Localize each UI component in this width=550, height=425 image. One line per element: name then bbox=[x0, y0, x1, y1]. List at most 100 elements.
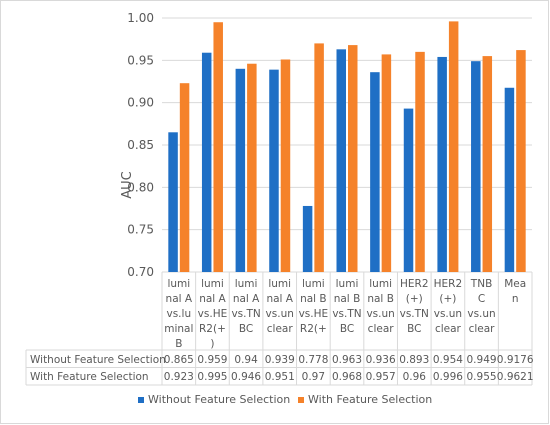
table-value: 0.94 bbox=[234, 354, 258, 366]
y-tick-label: 0.70 bbox=[127, 265, 154, 279]
x-category-label: BC bbox=[340, 323, 354, 335]
table-value: 0.955 bbox=[467, 371, 497, 383]
bar-with-feature-selection bbox=[280, 59, 291, 273]
x-category-label: nal A bbox=[166, 293, 193, 305]
table-value: 0.957 bbox=[366, 371, 396, 383]
x-category-label: minal bbox=[164, 323, 193, 335]
y-tick-label: 1.00 bbox=[127, 11, 154, 25]
bar-without-feature-selection bbox=[201, 52, 212, 272]
bar-without-feature-selection bbox=[269, 69, 279, 272]
y-tick-label: 0.75 bbox=[127, 223, 154, 237]
x-category-label: nal B bbox=[367, 293, 394, 305]
x-category-label: B bbox=[175, 338, 182, 350]
x-category-label: Mea bbox=[504, 278, 526, 290]
table-value: 0.954 bbox=[433, 354, 463, 366]
table-value: 0.936 bbox=[366, 354, 396, 366]
x-category-label: nal B bbox=[300, 293, 327, 305]
x-category-label: vs.un bbox=[266, 308, 294, 320]
legend-swatch bbox=[298, 397, 304, 403]
bar-with-feature-selection bbox=[247, 63, 257, 272]
x-category-label: nal A bbox=[266, 293, 293, 305]
bar-with-feature-selection bbox=[213, 22, 223, 272]
table-value: 0.778 bbox=[298, 354, 328, 366]
x-category-label: vs.lu bbox=[167, 308, 192, 320]
x-category-label: nal A bbox=[199, 293, 226, 305]
x-category-label: lumi bbox=[336, 278, 359, 290]
bar-without-feature-selection bbox=[302, 205, 313, 272]
x-category-label: BC bbox=[407, 323, 421, 335]
x-category-label: HER2 bbox=[434, 278, 463, 290]
x-category-label: vs.TN bbox=[332, 308, 361, 320]
table-value: 0.951 bbox=[265, 371, 295, 383]
x-category-label: (+) bbox=[406, 293, 423, 305]
table-value: 0.963 bbox=[332, 354, 362, 366]
table-value: 0.9176 bbox=[497, 354, 534, 366]
table-value: 0.995 bbox=[197, 371, 227, 383]
x-category-label: n bbox=[512, 293, 519, 305]
table-value: 0.923 bbox=[164, 371, 194, 383]
bar-without-feature-selection bbox=[336, 49, 346, 273]
table-row-label: Without Feature Selection bbox=[30, 354, 166, 366]
x-category-label: nal A bbox=[233, 293, 260, 305]
table-value: 0.996 bbox=[433, 371, 463, 383]
x-category-label: vs.HE bbox=[299, 308, 329, 320]
x-category-label: vs.TN bbox=[231, 308, 260, 320]
x-category-label: vs.un bbox=[467, 308, 495, 320]
x-category-label: BC bbox=[239, 323, 253, 335]
table-row-label: With Feature Selection bbox=[30, 371, 149, 383]
table-value: 0.959 bbox=[197, 354, 227, 366]
bar-without-feature-selection bbox=[471, 61, 481, 273]
table-value: 0.939 bbox=[265, 354, 295, 366]
x-category-label: TNB bbox=[470, 278, 492, 290]
x-category-label: clear bbox=[267, 323, 294, 335]
y-tick-label: 0.95 bbox=[127, 53, 154, 67]
x-category-label: vs.un bbox=[434, 308, 462, 320]
table-value: 0.96 bbox=[403, 371, 427, 383]
x-category-label: (+) bbox=[439, 293, 456, 305]
table-value: 0.968 bbox=[332, 371, 362, 383]
y-tick-label: 0.80 bbox=[127, 180, 154, 194]
x-category-label: C bbox=[478, 293, 485, 305]
x-category-label: lumi bbox=[201, 278, 224, 290]
legend-label: Without Feature Selection bbox=[148, 393, 290, 406]
x-category-label: clear bbox=[368, 323, 395, 335]
x-category-label: nal B bbox=[334, 293, 361, 305]
legend-swatch bbox=[138, 397, 144, 403]
x-category-label: lumi bbox=[268, 278, 291, 290]
x-category-label: HER2 bbox=[400, 278, 429, 290]
bar-without-feature-selection bbox=[235, 68, 246, 272]
bar-with-feature-selection bbox=[348, 45, 358, 272]
x-category-label: lumi bbox=[302, 278, 325, 290]
table-value: 0.9621 bbox=[497, 371, 534, 383]
x-category-label: lumi bbox=[167, 278, 190, 290]
table-value: 0.949 bbox=[467, 354, 497, 366]
x-category-label: vs.HE bbox=[198, 308, 228, 320]
bar-with-feature-selection bbox=[314, 43, 324, 273]
table-value: 0.97 bbox=[302, 371, 325, 383]
bar-without-feature-selection bbox=[168, 132, 178, 272]
bar-with-feature-selection bbox=[482, 56, 493, 272]
bar-with-feature-selection bbox=[415, 51, 425, 272]
bar-with-feature-selection bbox=[179, 83, 190, 273]
x-category-label: ) bbox=[210, 338, 214, 350]
table-value: 0.893 bbox=[399, 354, 429, 366]
bar-with-feature-selection bbox=[448, 21, 459, 272]
x-category-label: vs.un bbox=[366, 308, 394, 320]
table-value: 0.865 bbox=[164, 354, 194, 366]
bar-without-feature-selection bbox=[403, 108, 414, 273]
x-category-label: R2(+ bbox=[300, 323, 327, 335]
bar-without-feature-selection bbox=[370, 72, 380, 272]
y-tick-label: 0.90 bbox=[127, 96, 154, 110]
bar-with-feature-selection bbox=[381, 54, 392, 273]
table-value: 0.946 bbox=[231, 371, 261, 383]
bar-without-feature-selection bbox=[504, 87, 515, 272]
x-category-label: clear bbox=[435, 323, 462, 335]
legend-label: With Feature Selection bbox=[308, 393, 432, 406]
y-axis-label: AUC bbox=[120, 171, 135, 199]
bar-with-feature-selection bbox=[516, 50, 526, 272]
x-category-label: vs.TN bbox=[400, 308, 429, 320]
bar-without-feature-selection bbox=[437, 56, 447, 272]
x-category-label: clear bbox=[469, 323, 496, 335]
